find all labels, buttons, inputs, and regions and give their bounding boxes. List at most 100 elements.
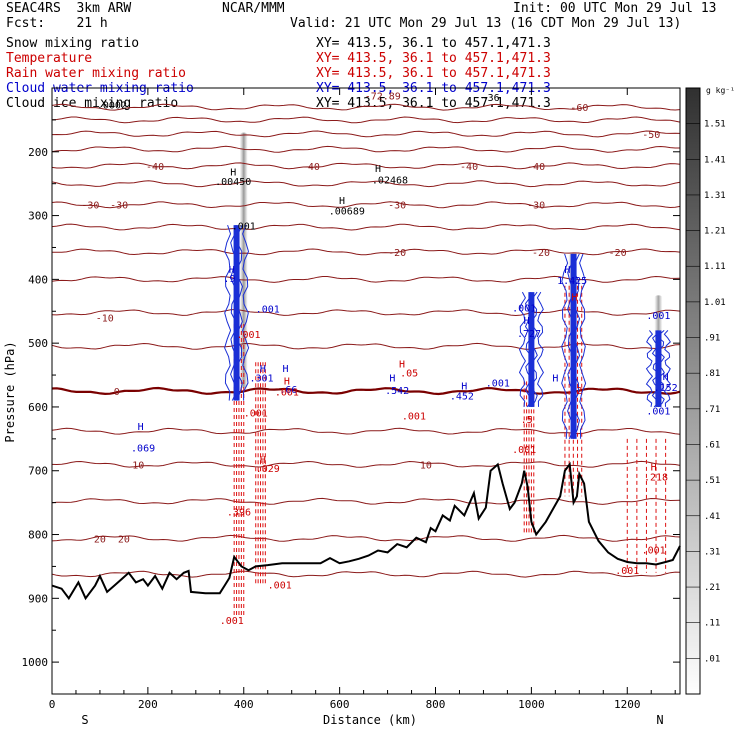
cloud-water-contour-0-2 <box>236 224 244 401</box>
contour-annotation-29: H <box>389 373 395 384</box>
contour-annotation-17: .001 <box>244 409 268 420</box>
contour-annotation-9: H <box>229 265 235 276</box>
contour-annotation-34: .001 <box>486 379 510 390</box>
contour-annotation-21: .001 <box>268 581 292 592</box>
contour-annotation-47: .152 <box>654 383 678 394</box>
isotherm-line-0 <box>51 570 681 578</box>
plot-frame <box>51 87 681 695</box>
field-label-rain: Rain water mixing ratio <box>6 66 187 81</box>
contour-annotation-0: H <box>230 167 236 178</box>
contour-annotation-16: .66 <box>279 385 297 396</box>
contour-annotation-36: H <box>524 316 530 327</box>
isotherm-label-12: -60 <box>570 103 588 114</box>
x-tick-label-2: 400 <box>234 698 254 711</box>
forecast-hour: Fcst: 21 h <box>6 16 108 31</box>
isotherm-line-16 <box>51 116 681 124</box>
x-tick-label-5: 1000 <box>518 698 545 711</box>
cloud-water-contour-0-1 <box>230 225 238 401</box>
contour-annotation-13: H <box>260 364 266 375</box>
contour-annotation-45: .001 <box>646 311 670 322</box>
contour-annotation-41: H <box>564 265 570 276</box>
contour-annotation-24: .001 <box>275 387 299 398</box>
cloud-water-contour-1-0 <box>561 253 569 439</box>
colorbar-tick-label-10: 1.01 <box>704 298 726 308</box>
cloud-water-contour-3-2 <box>657 330 665 408</box>
colorbar-tick-label-2: .21 <box>704 583 720 593</box>
isotherm-label-16: 10 <box>132 460 144 471</box>
contour-annotation-3: .02468 <box>372 176 408 187</box>
isotherm-line-12 <box>51 180 681 188</box>
contour-annotation-43: H <box>572 292 578 303</box>
field-xy-snow: XY= 413.5, 36.1 to 457.1,471.3 <box>316 36 551 51</box>
isotherm-line-14 <box>51 145 680 153</box>
model-title: SEAC4RS 3km ARW <box>6 1 132 16</box>
field-xy-rain: XY= 413.5, 36.1 to 457.1,471.3 <box>316 66 551 81</box>
field-label-temperature: Temperature <box>6 51 93 66</box>
contour-annotation-22: .001 <box>220 616 244 627</box>
y-tick-label-6: 800 <box>28 529 48 542</box>
contour-annotation-2: H <box>375 164 381 175</box>
x-tick-label-1: 200 <box>138 698 158 711</box>
isotherm-label-1: -30 <box>81 201 99 212</box>
isotherm-label-4: -40 <box>460 162 478 173</box>
isotherm-label-19: 20 <box>118 534 130 545</box>
cloud-water-contour-1-2 <box>573 253 581 439</box>
colorbar-tick-label-1: .11 <box>704 619 720 629</box>
isotherm-label-0: -40 <box>146 162 164 173</box>
colorbar-tick-label-13: 1.31 <box>704 191 726 201</box>
cloud-water-contour-2-2 <box>530 291 538 408</box>
cloud-water-core-0 <box>233 225 240 401</box>
isotherm-label-9: -20 <box>532 248 550 259</box>
isotherm-label-8: -20 <box>388 248 406 259</box>
colorbar-tick-label-7: .71 <box>704 405 720 415</box>
contour-annotation-30: .542 <box>385 386 409 397</box>
field-xy-temperature: XY= 413.5, 36.1 to 457.1,471.3 <box>316 51 551 66</box>
isotherm-line-4 <box>51 427 681 435</box>
north-end-label: N <box>656 713 663 727</box>
contour-annotation-27: H <box>399 359 405 370</box>
cloud-water-contour-3-3 <box>663 330 672 407</box>
cloud-water-contour-1-1 <box>567 253 575 440</box>
colorbar-tick-label-14: 1.41 <box>704 155 726 165</box>
contour-annotation-14: .301 <box>249 373 273 384</box>
y-tick-label-8: 1000 <box>22 656 49 669</box>
isotherm-line-5 <box>51 386 681 396</box>
contour-annotation-33: .452 <box>450 391 474 402</box>
contour-annotation-28: .05 <box>400 368 418 379</box>
colorbar-tick-label-15: 1.51 <box>704 120 726 130</box>
colorbar-tick-label-12: 1.21 <box>704 227 726 237</box>
contour-annotation-31: .001 <box>402 412 426 423</box>
cloud-water-contour-2-3 <box>536 291 544 407</box>
contour-annotation-6: .001 <box>232 222 256 233</box>
cloud-water-core-2 <box>528 292 535 407</box>
contour-annotation-35: .001 <box>512 303 536 314</box>
contour-annotation-20: .396 <box>227 507 251 518</box>
isotherm-label-3: -40 <box>302 162 320 173</box>
contour-annotation-15: H <box>282 364 288 375</box>
contour-annotation-12: .001 <box>237 330 261 341</box>
isotherm-label-17: 10 <box>420 460 432 471</box>
isotherm-line-17 <box>51 103 681 111</box>
y-tick-label-0: 200 <box>28 146 48 159</box>
isotherm-label-6: -30 <box>388 201 406 212</box>
contour-annotation-18: H <box>260 455 266 466</box>
y-tick-label-5: 700 <box>28 465 48 478</box>
contour-annotation-49: H <box>651 463 657 474</box>
y-tick-label-1: 300 <box>28 210 48 223</box>
valid-time: Valid: 21 UTC Mon 29 Jul 13 (16 CDT Mon … <box>290 16 682 31</box>
isotherm-line-13 <box>51 162 681 170</box>
contour-annotation-51: .001 <box>642 546 666 557</box>
colorbar <box>685 87 701 695</box>
x-axis-title: Distance (km) <box>323 713 417 727</box>
cloud-water-contour-0-0 <box>224 224 232 401</box>
colorbar-tick-label-11: 1.11 <box>704 262 726 272</box>
colorbar-unit: g kg⁻¹ <box>706 86 735 95</box>
x-tick-label-0: 0 <box>49 698 56 711</box>
contour-annotation-32: H <box>461 382 467 393</box>
init-time: Init: 00 UTC Mon 29 Jul 13 <box>513 1 717 16</box>
colorbar-tick-label-4: .41 <box>704 512 720 522</box>
contour-annotation-52: .001 <box>615 566 639 577</box>
isotherm-line-1 <box>51 534 681 542</box>
contour-annotation-19: .029 <box>256 464 280 475</box>
